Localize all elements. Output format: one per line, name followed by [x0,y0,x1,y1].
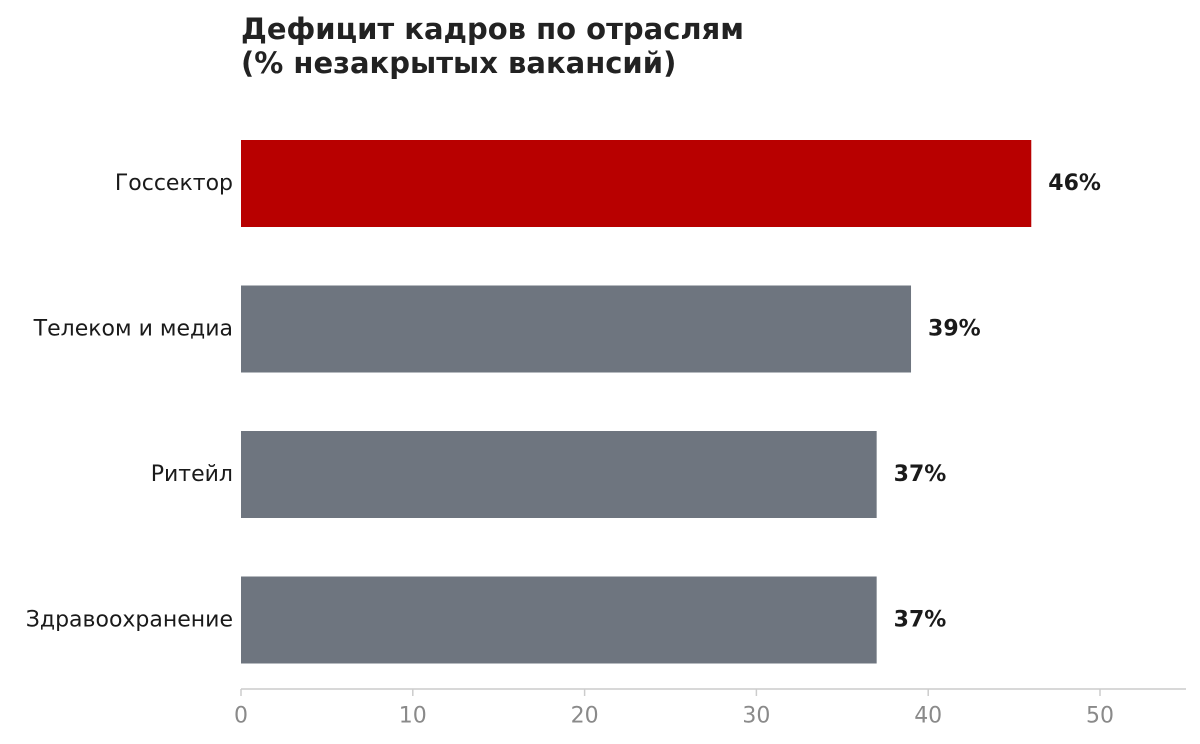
value-label-3: 37% [894,608,947,633]
value-label-0: 46% [1048,171,1101,196]
bar-0 [241,140,1032,227]
bar-3 [241,576,877,664]
category-label-0: Госсектор [115,171,233,196]
category-label-1: Телеком и медиа [33,317,233,342]
chart-title-line-2: (% незакрытых вакансий) [241,46,677,80]
bar-2 [241,431,877,518]
x-tick-label-1: 10 [399,704,427,729]
bar-1 [241,285,912,373]
x-tick-label-5: 50 [1086,704,1114,729]
chart-title: Дефицит кадров по отраслям (% незакрытых… [241,12,744,80]
x-tick-label-0: 0 [234,704,248,729]
x-axis: 0 10 20 30 40 50 [234,688,1186,729]
chart-title-line-1: Дефицит кадров по отраслям [241,12,744,46]
bars-layer: Госсектор 46% Телеком и медиа 39% Ритейл 37% З… [26,140,1101,664]
x-tick-label-2: 20 [571,704,599,729]
value-label-2: 37% [894,462,947,487]
category-label-3: Здравоохранение [26,608,233,633]
x-tick-label-3: 30 [742,704,770,729]
x-tick-label-4: 40 [914,704,942,729]
value-label-1: 39% [928,317,981,342]
category-label-2: Ритейл [151,462,233,487]
